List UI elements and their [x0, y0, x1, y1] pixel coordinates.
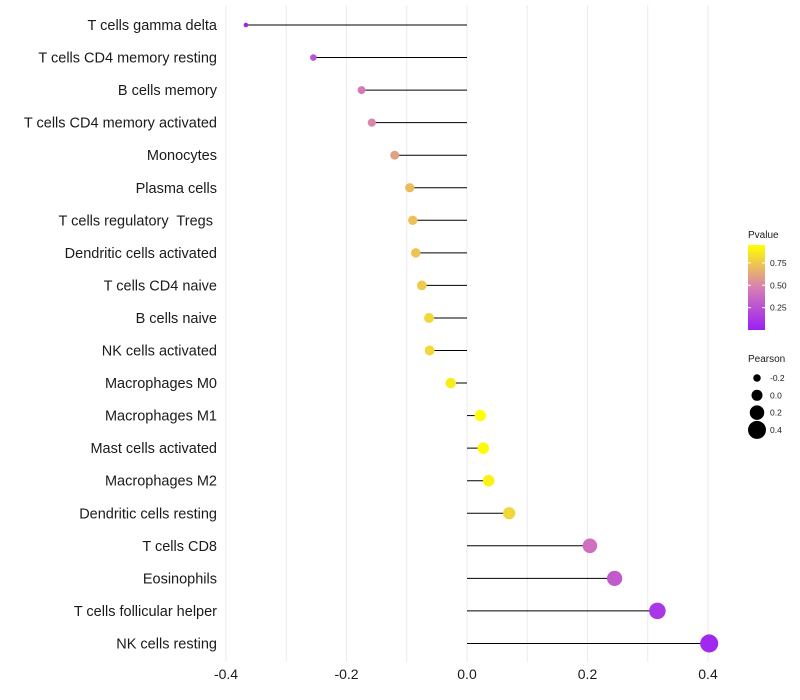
category-label: B cells memory — [118, 83, 218, 99]
pearson-legend-dot — [749, 405, 765, 420]
lollipop-dot — [649, 602, 666, 620]
category-label: T cells gamma delta — [88, 18, 218, 34]
lollipop-dot — [445, 377, 456, 389]
category-label: Dendritic cells activated — [65, 246, 217, 262]
pearson-legend: Pearson -0.2 0.0 0.2 0.4 — [748, 354, 785, 439]
lollipop-dot — [474, 409, 486, 422]
category-label: Macrophages M1 — [105, 409, 217, 425]
category-label: NK cells resting — [116, 636, 217, 652]
x-tick-label: 0.4 — [698, 666, 718, 682]
lollipop-dot — [477, 442, 490, 454]
pearson-legend-items: -0.2 0.0 0.2 0.4 — [748, 373, 785, 439]
lollipop-dot — [367, 118, 376, 127]
lollipop-dot — [405, 183, 415, 193]
pearson-legend-dot — [748, 420, 766, 439]
category-label: T cells CD8 — [142, 539, 217, 555]
lollipop-dot — [243, 22, 249, 28]
pearson-legend-label: -0.2 — [770, 373, 785, 383]
pvalue-legend-title: Pvalue — [748, 230, 779, 241]
lollipop-dot — [503, 507, 516, 520]
category-label: Mast cells activated — [90, 441, 217, 457]
pearson-legend-dot — [751, 389, 763, 401]
x-tick-label: -0.4 — [214, 666, 238, 682]
lollipop-dot — [411, 248, 421, 258]
lollipop-dot — [424, 313, 434, 323]
pvalue-legend: Pvalue 0.75 0.50 0.25 — [748, 230, 787, 330]
lollipop-dot — [482, 474, 495, 487]
lollipop-dot — [390, 150, 400, 160]
category-label: Plasma cells — [136, 181, 217, 197]
category-label: NK cells activated — [102, 344, 217, 360]
lollipop-stems — [245, 24, 710, 644]
pvalue-legend-ticks: 0.75 0.50 0.25 — [748, 258, 787, 313]
pearson-legend-dot — [753, 374, 761, 382]
lollipop-dot — [582, 538, 598, 554]
category-label: Eosinophils — [143, 571, 217, 587]
category-label: T cells CD4 memory activated — [24, 116, 217, 132]
category-label: Monocytes — [147, 148, 217, 164]
pearson-legend-title: Pearson — [748, 354, 785, 365]
category-label: T cells CD4 naive — [104, 278, 217, 294]
category-label: Macrophages M2 — [105, 474, 217, 490]
category-label: T cells follicular helper — [74, 604, 217, 620]
lollipop-dot — [357, 86, 366, 95]
grid-lines — [225, 5, 709, 662]
category-label: B cells naive — [136, 311, 217, 327]
lollipop-dot — [310, 54, 317, 61]
category-label: Macrophages M0 — [105, 376, 217, 392]
lollipop-dot — [408, 215, 418, 226]
pearson-legend-label: 0.4 — [770, 425, 782, 435]
lollipop-dot — [424, 345, 435, 356]
pearson-legend-label: 0.0 — [770, 390, 782, 400]
lollipop-dot — [416, 280, 427, 291]
x-tick-label: 0.0 — [457, 666, 477, 682]
x-tick-label: 0.2 — [578, 666, 598, 682]
pvalue-colorbar — [748, 245, 765, 330]
pearson-legend-label: 0.2 — [770, 408, 782, 418]
category-labels: T cells gamma delta T cells CD4 memory re… — [24, 18, 218, 652]
lollipop-dot — [606, 570, 623, 586]
pvalue-tick-label: 0.25 — [770, 303, 787, 313]
x-tick-label: -0.2 — [334, 666, 358, 682]
category-label: T cells CD4 memory resting — [38, 51, 217, 67]
pvalue-tick-label: 0.75 — [770, 258, 787, 268]
category-label: T cells regulatory Tregs — [59, 213, 218, 229]
lollipop-dots — [243, 22, 719, 653]
x-axis-ticks: -0.4 -0.2 0.0 0.2 0.4 — [214, 666, 718, 682]
pvalue-tick-label: 0.50 — [770, 280, 787, 290]
lollipop-dot — [700, 634, 719, 653]
category-label: Dendritic cells resting — [79, 506, 217, 522]
